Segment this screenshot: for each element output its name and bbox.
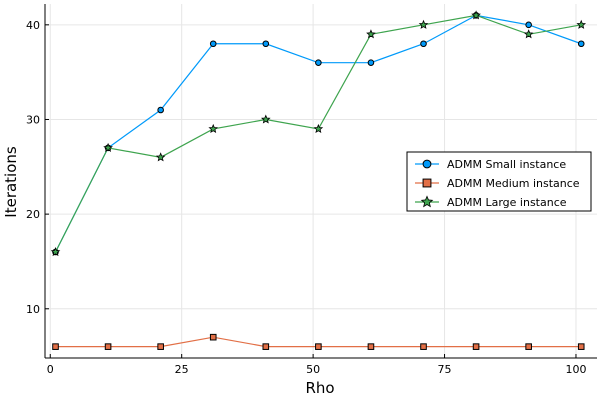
x-axis-title: Rho	[305, 379, 334, 397]
data-point	[104, 343, 112, 350]
legend-label: ADMM Large instance	[447, 196, 567, 209]
data-point	[313, 123, 324, 134]
data-point	[367, 59, 375, 66]
legend-label: ADMM Small instance	[447, 158, 566, 171]
data-point	[576, 19, 587, 29]
data-point	[420, 40, 427, 48]
data-point	[155, 152, 166, 162]
data-point	[577, 343, 585, 350]
series-line	[54, 14, 582, 253]
series-3	[50, 10, 587, 257]
series-layer	[50, 10, 587, 350]
data-point	[472, 343, 480, 350]
series-line	[54, 14, 582, 253]
series-1	[52, 12, 585, 256]
series-2	[52, 333, 585, 350]
data-point	[315, 59, 322, 66]
data-point	[577, 40, 585, 48]
data-point	[367, 343, 375, 350]
x-tick-label: 25	[175, 363, 189, 376]
y-axis-title: Iterations	[2, 146, 20, 218]
y-tick-label: 40	[26, 19, 40, 32]
y-tick-label: 30	[26, 113, 40, 126]
x-tick-label: 50	[306, 363, 320, 376]
data-point	[471, 10, 481, 20]
legend-label: ADMM Medium instance	[447, 177, 580, 190]
data-point	[420, 343, 427, 350]
data-point	[157, 106, 164, 114]
tick-labels: 0 25 50 75 100 10 20 30 40	[26, 19, 586, 376]
legend-marker	[420, 195, 434, 208]
data-point	[209, 40, 217, 48]
data-point	[315, 343, 322, 350]
data-point	[525, 343, 532, 350]
data-point	[208, 123, 219, 134]
x-tick-label: 75	[438, 363, 452, 376]
legend-box	[406, 151, 592, 212]
data-point	[261, 114, 271, 124]
data-point	[366, 29, 376, 39]
x-tick-label: 100	[565, 363, 586, 376]
data-point	[52, 343, 59, 350]
axes	[44, 4, 597, 359]
data-point	[262, 343, 270, 350]
data-point	[209, 333, 217, 341]
data-point	[157, 343, 164, 350]
data-point	[50, 246, 61, 257]
legend-marker	[422, 159, 432, 169]
data-point	[103, 142, 113, 152]
data-point	[262, 40, 270, 48]
y-tick-label: 10	[26, 303, 40, 316]
data-point	[525, 21, 532, 29]
legend: ADMM Small instance ADMM Medium instance A…	[406, 151, 592, 212]
legend-marker	[422, 178, 432, 188]
x-tick-label: 0	[47, 363, 54, 376]
data-point	[418, 19, 429, 29]
data-point	[523, 29, 534, 39]
y-tick-label: 20	[26, 208, 40, 221]
